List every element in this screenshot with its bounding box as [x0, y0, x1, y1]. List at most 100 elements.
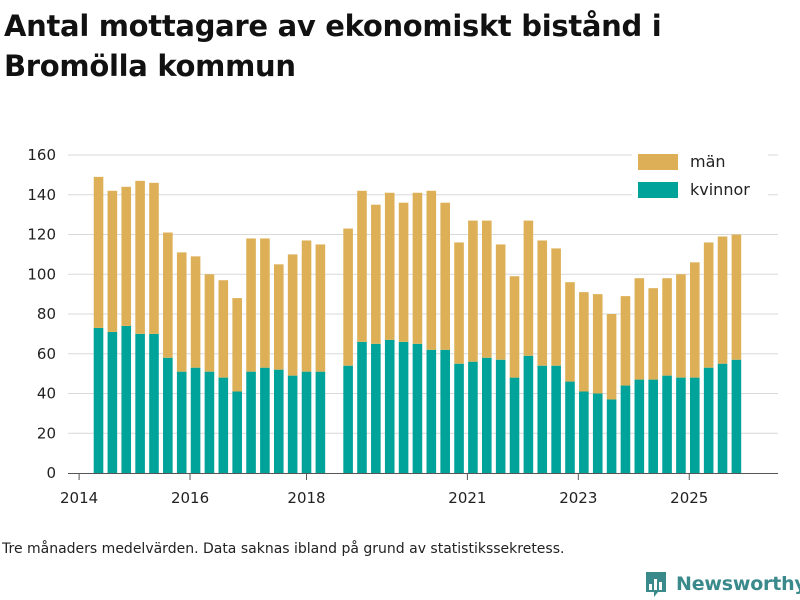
x-tick-label: 2014 [60, 489, 98, 507]
bar-kvinnor [565, 381, 575, 473]
bar-kvinnor [592, 393, 603, 473]
y-tick-label: 60 [37, 345, 56, 363]
brand-name: Newsworthy [676, 573, 800, 595]
x-tick-label: 2018 [287, 489, 325, 507]
bar-kvinnor [218, 377, 229, 473]
bar-kvinnor [357, 341, 367, 473]
bar-kvinnor [384, 339, 395, 473]
bar-man [246, 238, 256, 372]
y-tick-label: 160 [27, 146, 56, 164]
x-tick-label: 2023 [559, 489, 597, 507]
bar-man [149, 182, 159, 334]
bar-man [343, 228, 353, 366]
bar-man [204, 274, 215, 372]
y-tick-label: 100 [27, 265, 56, 283]
bar-man [121, 186, 132, 326]
bars [93, 176, 742, 474]
bar-kvinnor [634, 379, 645, 473]
bar-kvinnor [107, 331, 118, 473]
y-tick-label: 40 [37, 385, 56, 403]
bar-kvinnor [232, 391, 242, 473]
bar-man [315, 244, 326, 372]
bar-man [648, 288, 658, 380]
bar-kvinnor [481, 357, 492, 473]
bar-man [717, 236, 728, 364]
bar-kvinnor [93, 327, 104, 473]
x-tick-label: 2021 [448, 489, 486, 507]
y-tick-label: 120 [27, 226, 56, 244]
bar-man [579, 292, 589, 392]
bar-kvinnor [163, 357, 173, 473]
bar-kvinnor [273, 369, 284, 473]
bar-kvinnor [495, 359, 506, 473]
bar-man [287, 254, 298, 376]
bar-man [218, 280, 229, 378]
bar-man [371, 204, 381, 344]
bar-kvinnor [315, 371, 326, 473]
x-axis-ticks: 2014 2016 2018 2021 2023 2025 [60, 473, 708, 507]
bar-kvinnor [509, 377, 520, 473]
bar-man [176, 252, 187, 372]
bar-man [537, 240, 548, 366]
y-tick-label: 0 [46, 464, 56, 482]
y-tick-label: 20 [37, 424, 56, 442]
bar-kvinnor [468, 361, 478, 473]
bar-kvinnor [135, 333, 145, 474]
bar-man [703, 242, 714, 368]
bar-man [440, 202, 450, 350]
bar-man [426, 190, 437, 350]
bar-man [592, 294, 603, 394]
legend: män kvinnor [632, 147, 768, 211]
bar-man [93, 176, 104, 328]
bar-man [690, 262, 700, 378]
bar-kvinnor [440, 349, 450, 473]
bar-kvinnor [204, 371, 215, 473]
bar-man [565, 282, 575, 382]
bar-kvinnor [246, 371, 256, 473]
bar-man [468, 220, 478, 362]
legend-label: kvinnor [690, 180, 750, 199]
bar-kvinnor [703, 367, 714, 473]
bar-kvinnor [412, 343, 423, 473]
bar-man [190, 256, 201, 368]
bar-kvinnor [731, 359, 742, 473]
bar-man [163, 232, 173, 358]
x-tick-label: 2016 [171, 489, 209, 507]
bar-kvinnor [620, 385, 631, 473]
x-tick-label: 2025 [670, 489, 708, 507]
bar-kvinnor [343, 365, 353, 473]
bar-man [398, 202, 409, 342]
bar-kvinnor [523, 355, 534, 473]
bar-man [551, 248, 561, 366]
bar-man [495, 244, 506, 360]
chart-title: Antal mottagare av ekonomiskt bistånd i … [4, 9, 662, 83]
bar-man [260, 238, 270, 368]
bar-kvinnor [606, 399, 617, 473]
bar-man [107, 190, 118, 332]
bar-kvinnor [676, 377, 686, 473]
y-tick-label: 80 [37, 305, 56, 323]
bar-kvinnor [371, 343, 381, 473]
bar-kvinnor [690, 377, 700, 473]
bar-man [634, 278, 645, 380]
newsworthy-logo-icon [646, 572, 666, 597]
bar-man [357, 190, 367, 342]
bar-man [412, 192, 423, 344]
bar-kvinnor [648, 379, 658, 473]
legend-swatch-kvinnor [638, 182, 678, 198]
bar-man [481, 220, 492, 358]
caption: Tre månaders medelvärden. Data saknas ib… [2, 541, 565, 557]
y-axis-ticks: 0 20 40 60 80 100 120 140 160 [27, 146, 56, 482]
bar-man [523, 220, 534, 356]
bar-kvinnor [149, 333, 159, 474]
legend-label: män [690, 152, 726, 171]
bar-kvinnor [662, 375, 672, 473]
bar-man [731, 234, 742, 360]
bar-man [301, 240, 312, 372]
bar-man [662, 278, 672, 376]
bar-man [509, 276, 520, 378]
y-tick-label: 140 [27, 186, 56, 204]
bar-man [232, 298, 242, 392]
bar-kvinnor [426, 349, 437, 473]
